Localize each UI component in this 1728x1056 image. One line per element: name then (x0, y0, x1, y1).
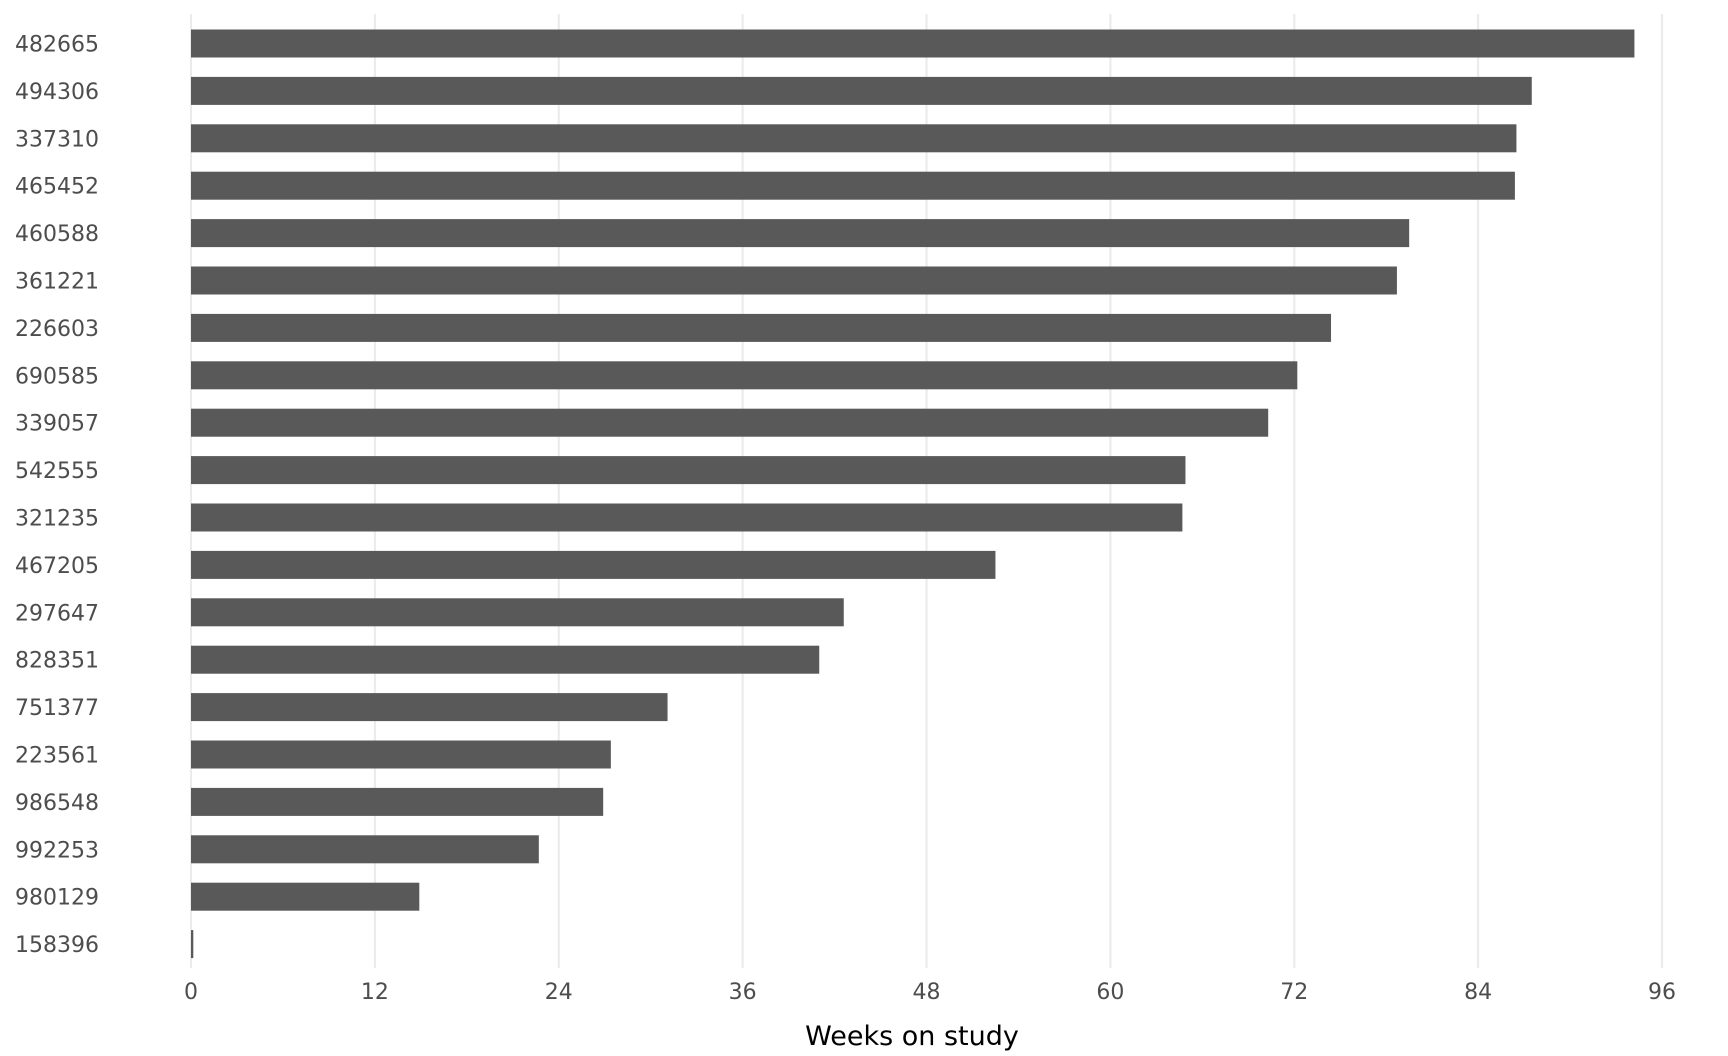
x-tick-label: 24 (545, 980, 573, 1005)
y-category-label: 460588 (15, 222, 99, 247)
bar (191, 598, 844, 627)
y-category-label: 361221 (15, 270, 99, 295)
x-tick-layer: 0 12 24 36 48 60 72 84 96 (184, 980, 1676, 1005)
category-label-layer: 482665 494306 337310 465452 460588 361221 2266… (15, 33, 99, 959)
y-category-label: 339057 (15, 412, 99, 437)
bar (191, 29, 1635, 58)
bar (191, 456, 1186, 485)
y-category-label: 337310 (15, 127, 99, 152)
y-category-label: 828351 (15, 649, 99, 674)
y-category-label: 986548 (15, 791, 99, 816)
x-tick-label: 72 (1280, 980, 1308, 1005)
bar (191, 266, 1397, 295)
bar (191, 124, 1517, 153)
y-category-label: 542555 (15, 459, 99, 484)
y-category-label: 465452 (15, 175, 99, 200)
x-tick-label: 12 (361, 980, 389, 1005)
x-tick-label: 0 (184, 980, 198, 1005)
bar (191, 787, 604, 816)
bar (191, 550, 996, 579)
bar (191, 408, 1269, 437)
y-category-label: 690585 (15, 364, 99, 389)
x-tick-label: 48 (913, 980, 941, 1005)
y-category-label: 482665 (15, 33, 99, 58)
y-category-label: 158396 (15, 933, 99, 958)
y-category-label: 297647 (15, 601, 99, 626)
bar (191, 503, 1183, 532)
bar (191, 76, 1532, 105)
y-category-label: 223561 (15, 744, 99, 769)
grid-layer (189, 14, 1664, 968)
bar-layer (191, 29, 1635, 959)
x-tick-label: 60 (1096, 980, 1124, 1005)
x-tick-label: 96 (1648, 980, 1676, 1005)
y-category-label: 494306 (15, 80, 99, 105)
bar (191, 930, 194, 959)
y-category-label: 467205 (15, 554, 99, 579)
bar (191, 693, 668, 722)
y-category-label: 321235 (15, 507, 99, 532)
bar (191, 882, 420, 911)
y-category-label: 992253 (15, 838, 99, 863)
x-tick-label: 36 (729, 980, 757, 1005)
bar (191, 171, 1515, 200)
bar (191, 313, 1332, 342)
bar (191, 645, 820, 674)
y-category-label: 226603 (15, 317, 99, 342)
y-category-label: 980129 (15, 886, 99, 911)
y-category-label: 751377 (15, 696, 99, 721)
bar (191, 835, 539, 864)
bar (191, 740, 611, 769)
bar (191, 361, 1298, 390)
bar (191, 219, 1410, 248)
x-axis-title: Weeks on study (805, 1021, 1019, 1052)
x-tick-label: 84 (1464, 980, 1492, 1005)
